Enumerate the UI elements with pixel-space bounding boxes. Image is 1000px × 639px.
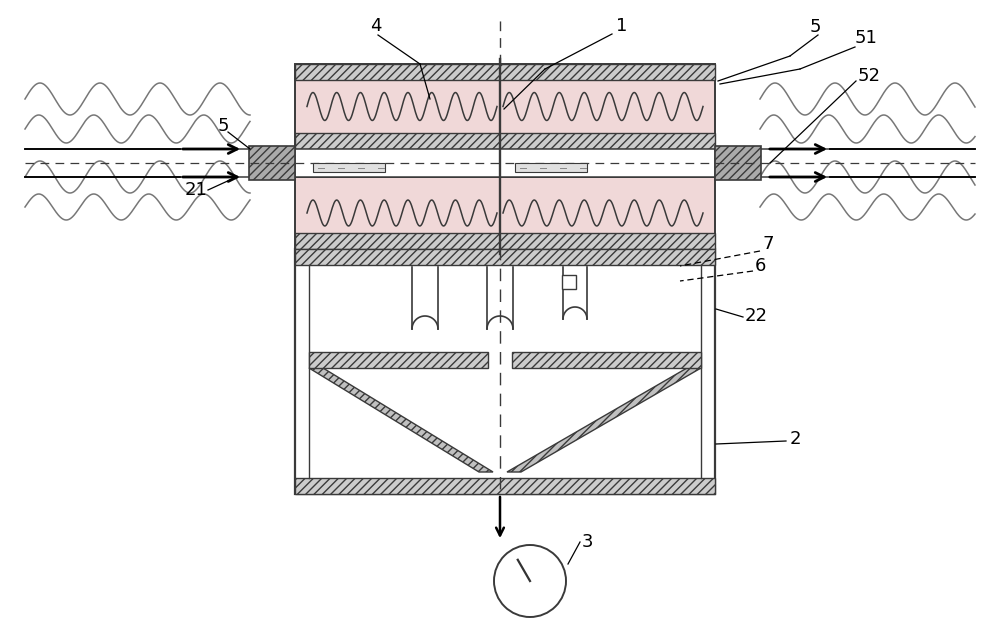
Text: 2: 2 bbox=[790, 430, 801, 448]
Text: 21: 21 bbox=[185, 181, 208, 199]
Text: 51: 51 bbox=[855, 29, 878, 47]
Bar bbox=[295, 149, 715, 177]
Bar bbox=[512, 352, 701, 368]
Bar bbox=[562, 275, 576, 289]
Polygon shape bbox=[309, 368, 493, 472]
Text: 7: 7 bbox=[762, 235, 774, 253]
Text: 5: 5 bbox=[218, 117, 230, 135]
Bar bbox=[715, 146, 761, 180]
Text: 3: 3 bbox=[582, 533, 594, 551]
Text: 52: 52 bbox=[858, 67, 881, 85]
Text: 5: 5 bbox=[810, 18, 821, 36]
Bar bbox=[249, 146, 295, 180]
Bar bbox=[309, 352, 488, 368]
Polygon shape bbox=[507, 368, 701, 472]
Bar bbox=[295, 64, 715, 80]
Bar bbox=[295, 64, 715, 149]
Bar bbox=[295, 233, 715, 249]
Bar bbox=[295, 249, 715, 494]
Text: 4: 4 bbox=[370, 17, 382, 35]
Circle shape bbox=[494, 545, 566, 617]
Bar bbox=[295, 177, 715, 249]
Bar bbox=[295, 478, 715, 494]
Text: 6: 6 bbox=[755, 257, 766, 275]
Bar bbox=[313, 163, 385, 172]
Text: 22: 22 bbox=[745, 307, 768, 325]
Bar bbox=[295, 133, 715, 149]
Text: 1: 1 bbox=[616, 17, 627, 35]
Bar bbox=[515, 163, 587, 172]
Bar bbox=[295, 249, 715, 265]
